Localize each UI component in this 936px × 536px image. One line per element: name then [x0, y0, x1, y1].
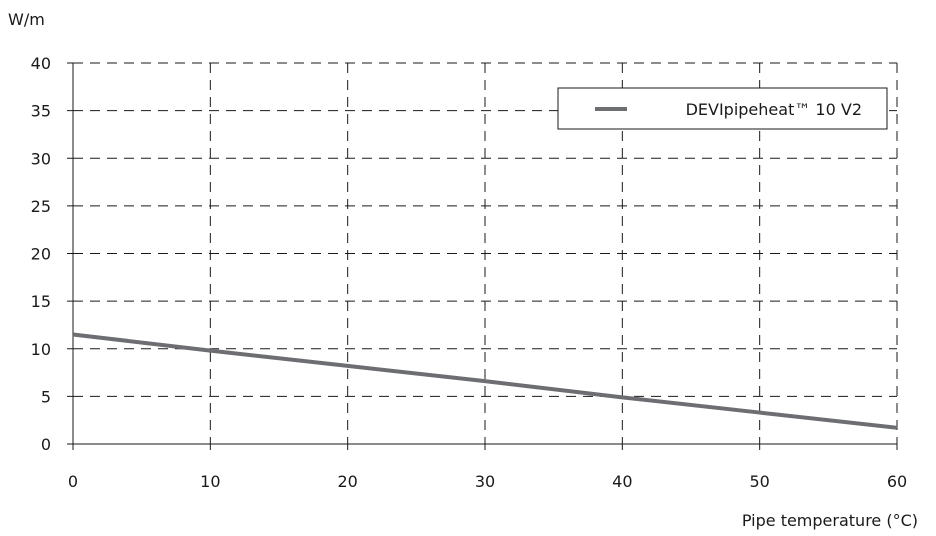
- y-tick-label: 40: [31, 54, 51, 73]
- legend: DEVIpipeheat™ 10 V2: [557, 87, 888, 130]
- tick-labels: 0 5 10 15 20 25 30 35 40 0 10 20 30 40 50 60: [31, 54, 908, 491]
- y-tick-label: 15: [31, 292, 51, 311]
- y-tick-label: 30: [31, 149, 51, 168]
- y-tick-label: 20: [31, 245, 51, 264]
- x-tick-label: 40: [612, 472, 632, 491]
- x-tick-label: 60: [887, 472, 907, 491]
- x-axis-label: Pipe temperature (°C): [742, 511, 918, 530]
- x-tick-label: 30: [475, 472, 495, 491]
- y-axis-label: W/m: [8, 10, 45, 29]
- x-tick-label: 50: [749, 472, 769, 491]
- y-tick-label: 0: [41, 435, 51, 454]
- y-tick-label: 35: [31, 102, 51, 121]
- series-lines: [72, 332, 898, 430]
- y-tick-label: 5: [41, 387, 51, 406]
- y-tick-label: 25: [31, 197, 51, 216]
- axes: [67, 62, 898, 450]
- x-tick-label: 20: [337, 472, 357, 491]
- y-tick-label: 10: [31, 340, 51, 359]
- series-line-0: [72, 332, 898, 430]
- legend-label: DEVIpipeheat™ 10 V2: [686, 100, 862, 119]
- x-tick-label: 10: [200, 472, 220, 491]
- x-tick-label: 0: [68, 472, 78, 491]
